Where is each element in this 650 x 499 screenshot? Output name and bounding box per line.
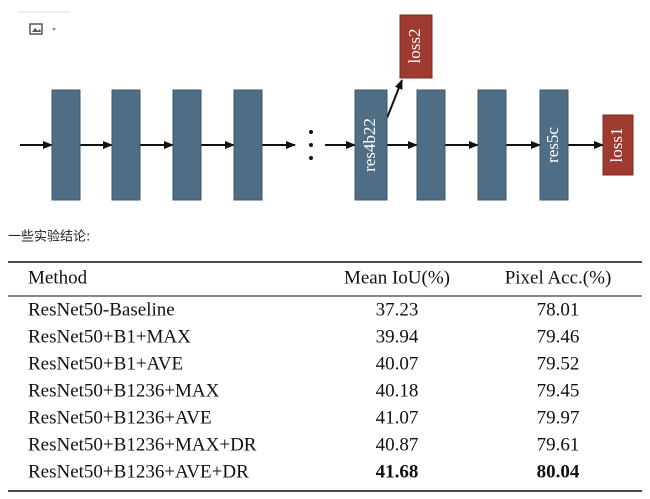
table-cell: ResNet50-Baseline (28, 299, 175, 320)
table-cell: ResNet50+B1+AVE (28, 353, 183, 374)
table-cell: 80.04 (537, 461, 580, 482)
table-cell: ResNet50+B1236+MAX+DR (28, 434, 257, 455)
table-cell: 79.52 (537, 353, 580, 374)
loss-label: loss2 (405, 29, 424, 64)
block-label: res4b22 (360, 118, 379, 172)
table-cell: 40.87 (376, 434, 419, 455)
toolbar-icon[interactable] (18, 11, 70, 35)
table-cell: 79.46 (537, 326, 580, 347)
block (354, 89, 388, 201)
table-cell: 40.18 (376, 380, 419, 401)
table-cell: 40.07 (376, 353, 419, 374)
table-cell: 41.07 (376, 407, 419, 428)
block (539, 89, 569, 201)
loss-box (399, 14, 433, 79)
table-cell: ResNet50+B1+MAX (28, 326, 191, 347)
header-cell: Method (28, 267, 88, 288)
table-cell: ResNet50+B1236+MAX (28, 380, 220, 401)
loss-label: loss1 (607, 128, 626, 163)
results-table: Method Mean IoU(%) Pixel Acc.(%) ResNet50-B… (8, 261, 642, 492)
diagram: res4b22 res5c loss2 loss1 (20, 14, 634, 201)
table-cell: 39.94 (376, 326, 419, 347)
table-cell: 79.45 (537, 380, 580, 401)
header-cell: Pixel Acc.(%) (505, 267, 612, 288)
table-cell: 79.97 (537, 407, 580, 428)
table-cell: 41.68 (376, 461, 419, 482)
caption: 一些实验结论: (8, 229, 90, 245)
loss-box (602, 114, 634, 176)
table-cell: ResNet50+B1236+AVE+DR (28, 461, 249, 482)
header-cell: Mean IoU(%) (344, 267, 450, 288)
table-cell: ResNet50+B1236+AVE (28, 407, 212, 428)
table-cell: 37.23 (376, 299, 419, 320)
block-label: res5c (543, 127, 562, 163)
table-cell: 79.61 (537, 434, 580, 455)
table-cell: 78.01 (537, 299, 580, 320)
